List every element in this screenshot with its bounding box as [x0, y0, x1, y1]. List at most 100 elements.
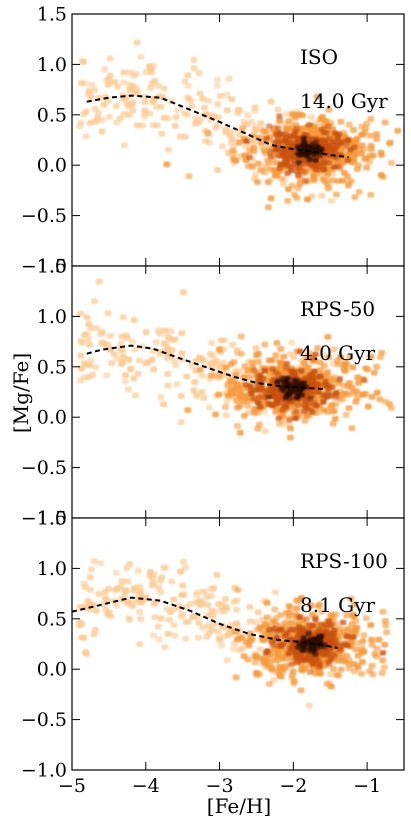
scatter-point	[157, 589, 165, 596]
scatter-point	[349, 364, 357, 371]
scatter-point	[247, 383, 254, 389]
scatter-point	[351, 144, 358, 150]
scatter-point	[214, 101, 222, 107]
scatter-point	[247, 119, 255, 125]
scatter-point	[358, 659, 366, 665]
scatter-point	[187, 601, 195, 607]
scatter-point	[240, 374, 248, 381]
trend-line	[86, 344, 323, 390]
scatter-point	[167, 328, 175, 335]
scatter-point	[274, 106, 282, 113]
scatter-point	[124, 578, 132, 585]
scatter-point	[303, 153, 310, 159]
scatter-point	[222, 412, 230, 419]
panel-2: −1.0 −0.5 0.0 0.5 1.0 1.5 RPS-50 4.0 Gyr	[21, 256, 405, 530]
scatter-point	[259, 630, 267, 637]
scatter-point	[206, 139, 213, 146]
scatter-point	[242, 143, 250, 150]
scatter-point	[215, 346, 223, 353]
scatter-point	[310, 177, 318, 183]
scatter-point	[303, 616, 310, 622]
y-tick-label: −0.5	[21, 205, 67, 227]
scatter-point	[196, 90, 204, 97]
scatter-point	[198, 389, 206, 396]
scatter-point	[240, 412, 248, 419]
scatter-point	[368, 636, 376, 643]
scatter-point	[163, 161, 171, 168]
scatter-point	[118, 350, 126, 356]
scatter-point	[256, 404, 264, 410]
y-tick-label: 1.0	[37, 54, 67, 76]
scatter-point	[185, 83, 192, 89]
scatter-point	[368, 662, 376, 669]
scatter-point	[129, 338, 137, 345]
scatter-point	[305, 349, 313, 356]
y-tick-label: 0.5	[37, 356, 67, 378]
scatter-point	[76, 622, 83, 629]
scatter-point	[312, 651, 319, 657]
scatter-point	[152, 103, 160, 110]
scatter-point	[125, 112, 133, 118]
scatter-point	[288, 339, 295, 346]
scatter-point	[294, 144, 301, 150]
scatter-point	[153, 122, 161, 129]
scatter-point	[122, 332, 130, 339]
scatter-point	[333, 357, 341, 364]
scatter-point	[307, 114, 315, 121]
scatter-point	[212, 411, 219, 418]
scatter-point	[298, 667, 306, 674]
x-axis-label: [Fe/H]	[207, 794, 271, 818]
scatter-point	[207, 372, 215, 379]
scatter-point	[190, 387, 198, 394]
scatter-point	[199, 356, 207, 363]
scatter-point	[327, 671, 335, 678]
scatter-point	[323, 130, 330, 136]
scatter-point	[225, 75, 233, 82]
scatter-point	[325, 354, 333, 361]
scatter-point	[80, 634, 88, 641]
scatter-point	[305, 702, 313, 709]
scatter-point	[267, 195, 275, 202]
scatter-point	[111, 587, 119, 594]
scatter-point	[280, 375, 287, 381]
scatter-point	[185, 618, 192, 625]
scatter-point	[136, 609, 144, 615]
scatter-point	[353, 625, 361, 631]
scatter-point	[300, 144, 307, 150]
scatter-point	[291, 377, 298, 383]
scatter-point	[275, 668, 283, 675]
scatter-point	[261, 341, 269, 348]
scatter-point	[224, 392, 232, 399]
scatter-point	[373, 136, 381, 142]
panel-label: RPS-100	[300, 549, 388, 573]
scatter-point	[316, 367, 324, 374]
scatter-point	[379, 650, 387, 656]
scatter-point	[185, 173, 193, 180]
scatter-point	[131, 346, 139, 352]
scatter-point	[288, 661, 295, 668]
scatter-point	[200, 104, 208, 111]
scatter-point	[93, 325, 100, 331]
scatter-point	[273, 649, 281, 656]
scatter-point	[85, 321, 93, 327]
scatter-point	[254, 655, 262, 662]
scatter-point	[353, 394, 361, 401]
scatter-point	[288, 160, 295, 167]
y-tick-label: 1.5	[37, 256, 67, 278]
scatter-point	[290, 680, 298, 687]
scatter-point	[177, 613, 185, 620]
scatter-point	[172, 362, 180, 369]
scatter-point	[86, 574, 94, 581]
y-tick-label: −1.0	[21, 256, 67, 278]
scatter-point	[126, 87, 134, 93]
scatter-point	[272, 139, 279, 146]
scatter-point	[339, 392, 346, 399]
scatter-point	[367, 192, 375, 198]
scatter-point	[319, 352, 327, 358]
scatter-point	[178, 592, 186, 599]
scatter-point	[151, 77, 159, 84]
scatter-point	[163, 606, 171, 612]
scatter-point	[281, 619, 289, 626]
scatter-point	[355, 189, 363, 195]
scatter-point	[189, 613, 197, 620]
